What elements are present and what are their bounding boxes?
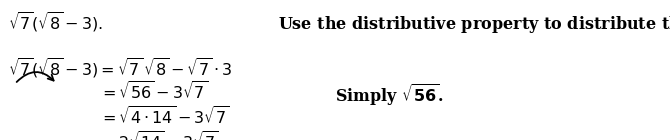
Text: $= \sqrt{4 \cdot 14} - 3\sqrt{7}$: $= \sqrt{4 \cdot 14} - 3\sqrt{7}$	[99, 107, 230, 129]
Text: Simply $\sqrt{\mathbf{56}}$.: Simply $\sqrt{\mathbf{56}}$.	[335, 82, 444, 108]
Text: $= \sqrt{56} - 3\sqrt{7}$: $= \sqrt{56} - 3\sqrt{7}$	[99, 82, 208, 104]
Text: $= 2\sqrt{14} - 3\sqrt{7}$: $= 2\sqrt{14} - 3\sqrt{7}$	[99, 132, 218, 140]
Text: Use the distributive property to distribute the $\sqrt{\mathbf{7}}$.: Use the distributive property to distrib…	[278, 10, 670, 36]
Text: $\sqrt{7}(\sqrt{8}-3) = \sqrt{7}\,\sqrt{8} - \sqrt{7} \cdot 3$: $\sqrt{7}(\sqrt{8}-3) = \sqrt{7}\,\sqrt{…	[8, 56, 232, 80]
Text: $\sqrt{7}(\sqrt{8}-3).$: $\sqrt{7}(\sqrt{8}-3).$	[8, 10, 103, 34]
